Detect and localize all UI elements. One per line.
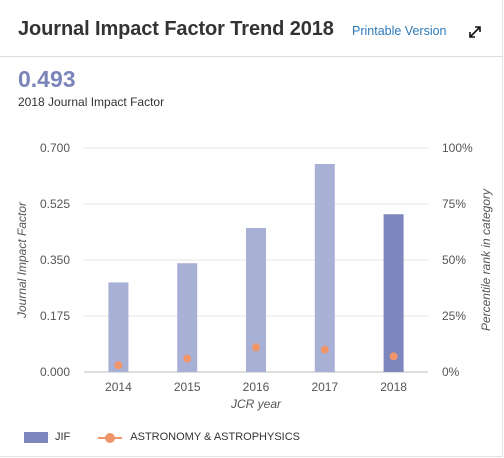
bar-jif-2018 [383, 214, 404, 372]
x-tick-label: 2014 [105, 380, 132, 394]
printable-version-link[interactable]: Printable Version [352, 24, 447, 38]
bar-jif-2014 [108, 282, 129, 372]
point-percentile-2014 [114, 361, 123, 370]
chart-percentile-points [114, 343, 398, 370]
y-tick-label: 0.350 [40, 253, 70, 267]
jif-value-label: 2018 Journal Impact Factor [18, 95, 165, 109]
jif-value: 0.493 [18, 66, 76, 92]
y-tick-label: 0.700 [40, 141, 70, 155]
legend-label-jif: JIF [55, 431, 71, 443]
point-percentile-2016 [252, 343, 260, 352]
y2-axis-ticks: 0% 25% 50% 75% 100% [442, 141, 473, 379]
y2-tick-label: 0% [442, 365, 460, 379]
legend-label-category: ASTRONOMY & ASTROPHYSICS [130, 431, 301, 443]
y2-axis-title: Percentile rank in category [479, 188, 493, 331]
y-tick-label: 0.525 [40, 197, 70, 211]
card-header: Journal Impact Factor Trend 2018 Printab… [0, 0, 503, 57]
y2-tick-label: 100% [442, 141, 473, 155]
point-percentile-2018 [389, 352, 398, 361]
y2-tick-label: 50% [442, 253, 466, 267]
point-percentile-2015 [183, 354, 192, 363]
point-percentile-2017 [320, 345, 329, 354]
x-tick-label: 2018 [380, 380, 407, 394]
chart-bars [108, 164, 404, 372]
jif-trend-chart: 0.000 0.175 0.350 0.525 0.700 0% 25% 50% 75% 100… [15, 141, 493, 411]
y-axis-ticks: 0.000 0.175 0.350 0.525 0.700 [40, 141, 70, 379]
expand-icon[interactable] [466, 23, 484, 41]
y-axis-title: Journal Impact Factor [15, 201, 29, 319]
bar-jif-2016 [246, 228, 266, 372]
y2-tick-label: 25% [442, 309, 466, 323]
legend-swatch-jif [24, 431, 48, 443]
y-tick-label: 0.000 [40, 365, 70, 379]
bar-jif-2015 [177, 263, 198, 372]
x-tick-label: 2017 [311, 380, 338, 394]
y-tick-label: 0.175 [40, 309, 70, 323]
x-tick-label: 2016 [243, 380, 270, 394]
y2-tick-label: 75% [442, 197, 466, 211]
card-title: Journal Impact Factor Trend 2018 [18, 18, 334, 40]
x-axis-ticks: 2014 2015 2016 2017 2018 [105, 380, 407, 394]
chart-legend: JIF ASTRONOMY & ASTROPHYSICS [24, 430, 328, 444]
legend-marker-category [98, 432, 123, 443]
legend-item-jif[interactable]: JIF [24, 431, 70, 443]
x-axis-title: JCR year [230, 397, 282, 411]
x-tick-label: 2015 [174, 380, 201, 394]
legend-item-category[interactable]: ASTRONOMY & ASTROPHYSICS [98, 431, 300, 443]
bar-jif-2017 [314, 164, 335, 372]
